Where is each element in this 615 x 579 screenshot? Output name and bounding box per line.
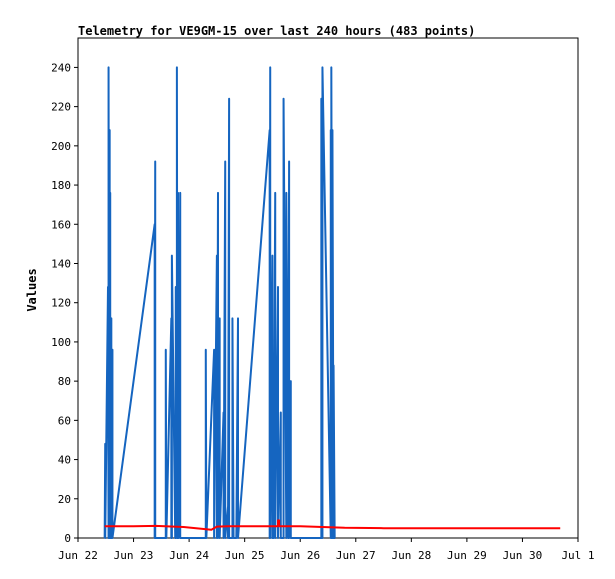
y-tick-label: 140 [51, 257, 71, 270]
x-tick-label: Jul 1 [561, 549, 594, 562]
x-tick-label: Jun 23 [114, 549, 154, 562]
plot-area [77, 37, 579, 539]
y-tick-label: 120 [51, 297, 71, 310]
x-tick-label: Jun 30 [503, 549, 543, 562]
y-axis-title: Values [25, 268, 39, 311]
y-tick-label: 20 [58, 493, 71, 506]
x-tick-label: Jun 26 [280, 549, 320, 562]
y-tick-label: 160 [51, 218, 71, 231]
y-tick-label: 100 [51, 336, 71, 349]
x-tick-label: Jun 24 [169, 549, 209, 562]
y-tick-label: 240 [51, 61, 71, 74]
x-tick-label: Jun 22 [58, 549, 98, 562]
y-axis: 0 20 40 60 80 100 120 140 160 180 200 220 240 [51, 61, 78, 545]
y-tick-label: 80 [58, 375, 71, 388]
y-tick-label: 40 [58, 454, 71, 467]
x-axis: Jun 22 Jun 23 Jun 24 Jun 25 Jun 26 Jun 27 Jun … [58, 538, 595, 562]
y-tick-label: 0 [64, 532, 71, 545]
chart-title: Telemetry for VE9GM-15 over last 240 hou… [78, 24, 475, 38]
y-tick-label: 180 [51, 179, 71, 192]
x-tick-label: Jun 25 [225, 549, 265, 562]
x-tick-label: Jun 28 [391, 549, 431, 562]
y-tick-label: 200 [51, 140, 71, 153]
x-tick-label: Jun 29 [447, 549, 487, 562]
x-tick-label: Jun 27 [336, 549, 376, 562]
series-group [103, 66, 561, 539]
series-line-2 [104, 519, 561, 531]
y-tick-label: 220 [51, 101, 71, 114]
y-tick-label: 60 [58, 414, 71, 427]
series-line-1 [103, 66, 336, 539]
